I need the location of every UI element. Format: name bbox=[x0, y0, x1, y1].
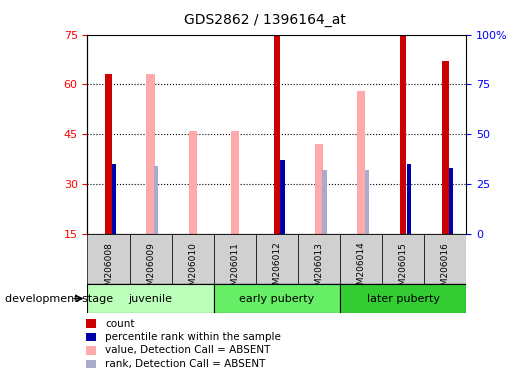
Bar bbox=[86, 333, 95, 341]
Text: GSM206010: GSM206010 bbox=[188, 242, 197, 296]
Text: GSM206014: GSM206014 bbox=[357, 242, 366, 296]
Bar bbox=[298, 234, 340, 284]
Text: rank, Detection Call = ABSENT: rank, Detection Call = ABSENT bbox=[105, 359, 266, 369]
Bar bbox=[449, 168, 453, 234]
Text: juvenile: juvenile bbox=[129, 293, 173, 304]
Text: count: count bbox=[105, 318, 135, 329]
Bar bbox=[407, 164, 411, 234]
Bar bbox=[87, 284, 214, 313]
Bar bbox=[214, 234, 256, 284]
Text: GSM206015: GSM206015 bbox=[399, 242, 408, 296]
Bar bbox=[87, 234, 129, 284]
Text: later puberty: later puberty bbox=[367, 293, 440, 304]
Text: GSM206009: GSM206009 bbox=[146, 242, 155, 296]
Text: GSM206013: GSM206013 bbox=[314, 242, 323, 296]
Bar bbox=[280, 161, 285, 234]
Bar bbox=[365, 170, 369, 234]
Bar bbox=[112, 164, 116, 234]
Text: early puberty: early puberty bbox=[240, 293, 314, 304]
Bar bbox=[357, 91, 365, 234]
Bar bbox=[86, 319, 95, 328]
Bar bbox=[105, 74, 112, 234]
Text: GSM206008: GSM206008 bbox=[104, 242, 113, 296]
Text: value, Detection Call = ABSENT: value, Detection Call = ABSENT bbox=[105, 345, 271, 356]
Bar bbox=[340, 234, 382, 284]
Bar bbox=[146, 74, 155, 234]
Bar bbox=[129, 234, 172, 284]
Bar bbox=[400, 31, 407, 234]
Bar bbox=[86, 359, 95, 368]
Bar bbox=[322, 170, 326, 234]
Text: GSM206012: GSM206012 bbox=[272, 242, 281, 296]
Text: GSM206011: GSM206011 bbox=[231, 242, 240, 296]
Text: percentile rank within the sample: percentile rank within the sample bbox=[105, 332, 281, 342]
Bar bbox=[256, 234, 298, 284]
Text: GSM206016: GSM206016 bbox=[441, 242, 450, 296]
Bar bbox=[231, 131, 239, 234]
Bar bbox=[425, 234, 466, 284]
Bar bbox=[154, 166, 158, 234]
Bar bbox=[189, 131, 197, 234]
Bar bbox=[214, 284, 340, 313]
Text: GDS2862 / 1396164_at: GDS2862 / 1396164_at bbox=[184, 13, 346, 27]
Bar bbox=[340, 284, 466, 313]
Text: development stage: development stage bbox=[5, 293, 113, 304]
Bar bbox=[86, 346, 95, 355]
Bar bbox=[442, 61, 448, 234]
Bar bbox=[382, 234, 425, 284]
Bar bbox=[315, 144, 323, 234]
Bar bbox=[274, 18, 280, 234]
Bar bbox=[172, 234, 214, 284]
